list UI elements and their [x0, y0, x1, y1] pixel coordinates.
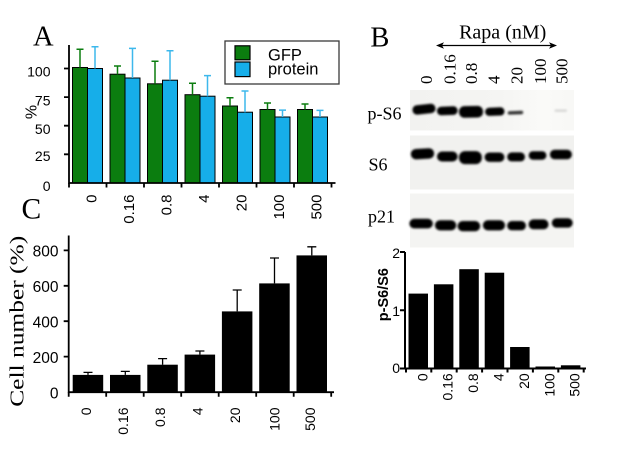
svg-text:0.8: 0.8 — [465, 373, 481, 393]
svg-text:1: 1 — [392, 303, 400, 319]
svg-text:100: 100 — [266, 407, 282, 431]
svg-text:4: 4 — [189, 407, 205, 415]
svg-text:protein: protein — [268, 61, 318, 79]
svg-text:0: 0 — [414, 373, 430, 381]
svg-text:S6: S6 — [369, 155, 388, 175]
svg-text:400: 400 — [33, 315, 59, 332]
svg-text:0: 0 — [78, 407, 94, 415]
svg-text:100: 100 — [271, 195, 288, 220]
svg-text:%: % — [24, 105, 41, 119]
svg-text:50: 50 — [35, 121, 51, 137]
svg-text:0.16: 0.16 — [440, 373, 456, 400]
svg-text:4: 4 — [491, 373, 507, 381]
svg-text:20: 20 — [516, 373, 532, 389]
svg-text:0.8: 0.8 — [462, 63, 481, 84]
svg-text:75: 75 — [35, 93, 51, 109]
svg-text:0: 0 — [50, 386, 59, 403]
svg-text:Cell number (%): Cell number (%) — [7, 236, 29, 407]
svg-text:p21: p21 — [368, 207, 395, 227]
svg-text:25: 25 — [35, 148, 51, 164]
svg-text:200: 200 — [33, 350, 59, 367]
svg-text:20: 20 — [227, 407, 243, 423]
svg-text:0.16: 0.16 — [440, 54, 459, 84]
svg-text:800: 800 — [33, 244, 59, 261]
svg-text:2: 2 — [392, 245, 400, 261]
svg-text:GFP: GFP — [268, 47, 302, 65]
svg-text:20: 20 — [508, 67, 527, 84]
svg-text:C: C — [22, 194, 42, 226]
svg-text:100: 100 — [27, 64, 51, 80]
svg-text:0: 0 — [392, 360, 400, 376]
svg-text:500: 500 — [567, 373, 583, 397]
svg-text:500: 500 — [302, 407, 318, 431]
svg-text:100: 100 — [541, 373, 557, 397]
svg-text:4: 4 — [196, 195, 213, 203]
svg-text:4: 4 — [485, 75, 504, 84]
svg-text:p-S6: p-S6 — [368, 103, 402, 123]
svg-text:20: 20 — [234, 195, 251, 212]
svg-text:B: B — [370, 22, 389, 53]
svg-text:p-S6/S6: p-S6/S6 — [376, 268, 392, 321]
svg-text:500: 500 — [553, 59, 572, 85]
svg-text:600: 600 — [33, 279, 59, 296]
svg-text:0.16: 0.16 — [121, 195, 138, 224]
svg-text:0.8: 0.8 — [159, 195, 176, 216]
svg-text:500: 500 — [309, 195, 326, 220]
svg-text:0: 0 — [417, 76, 436, 85]
svg-text:0.16: 0.16 — [115, 407, 131, 434]
svg-text:0: 0 — [84, 195, 101, 203]
svg-text:Rapa (nM): Rapa (nM) — [459, 21, 546, 43]
svg-text:0.8: 0.8 — [152, 407, 168, 427]
svg-text:0: 0 — [43, 178, 51, 194]
svg-text:100: 100 — [531, 59, 550, 85]
svg-text:A: A — [33, 22, 54, 53]
